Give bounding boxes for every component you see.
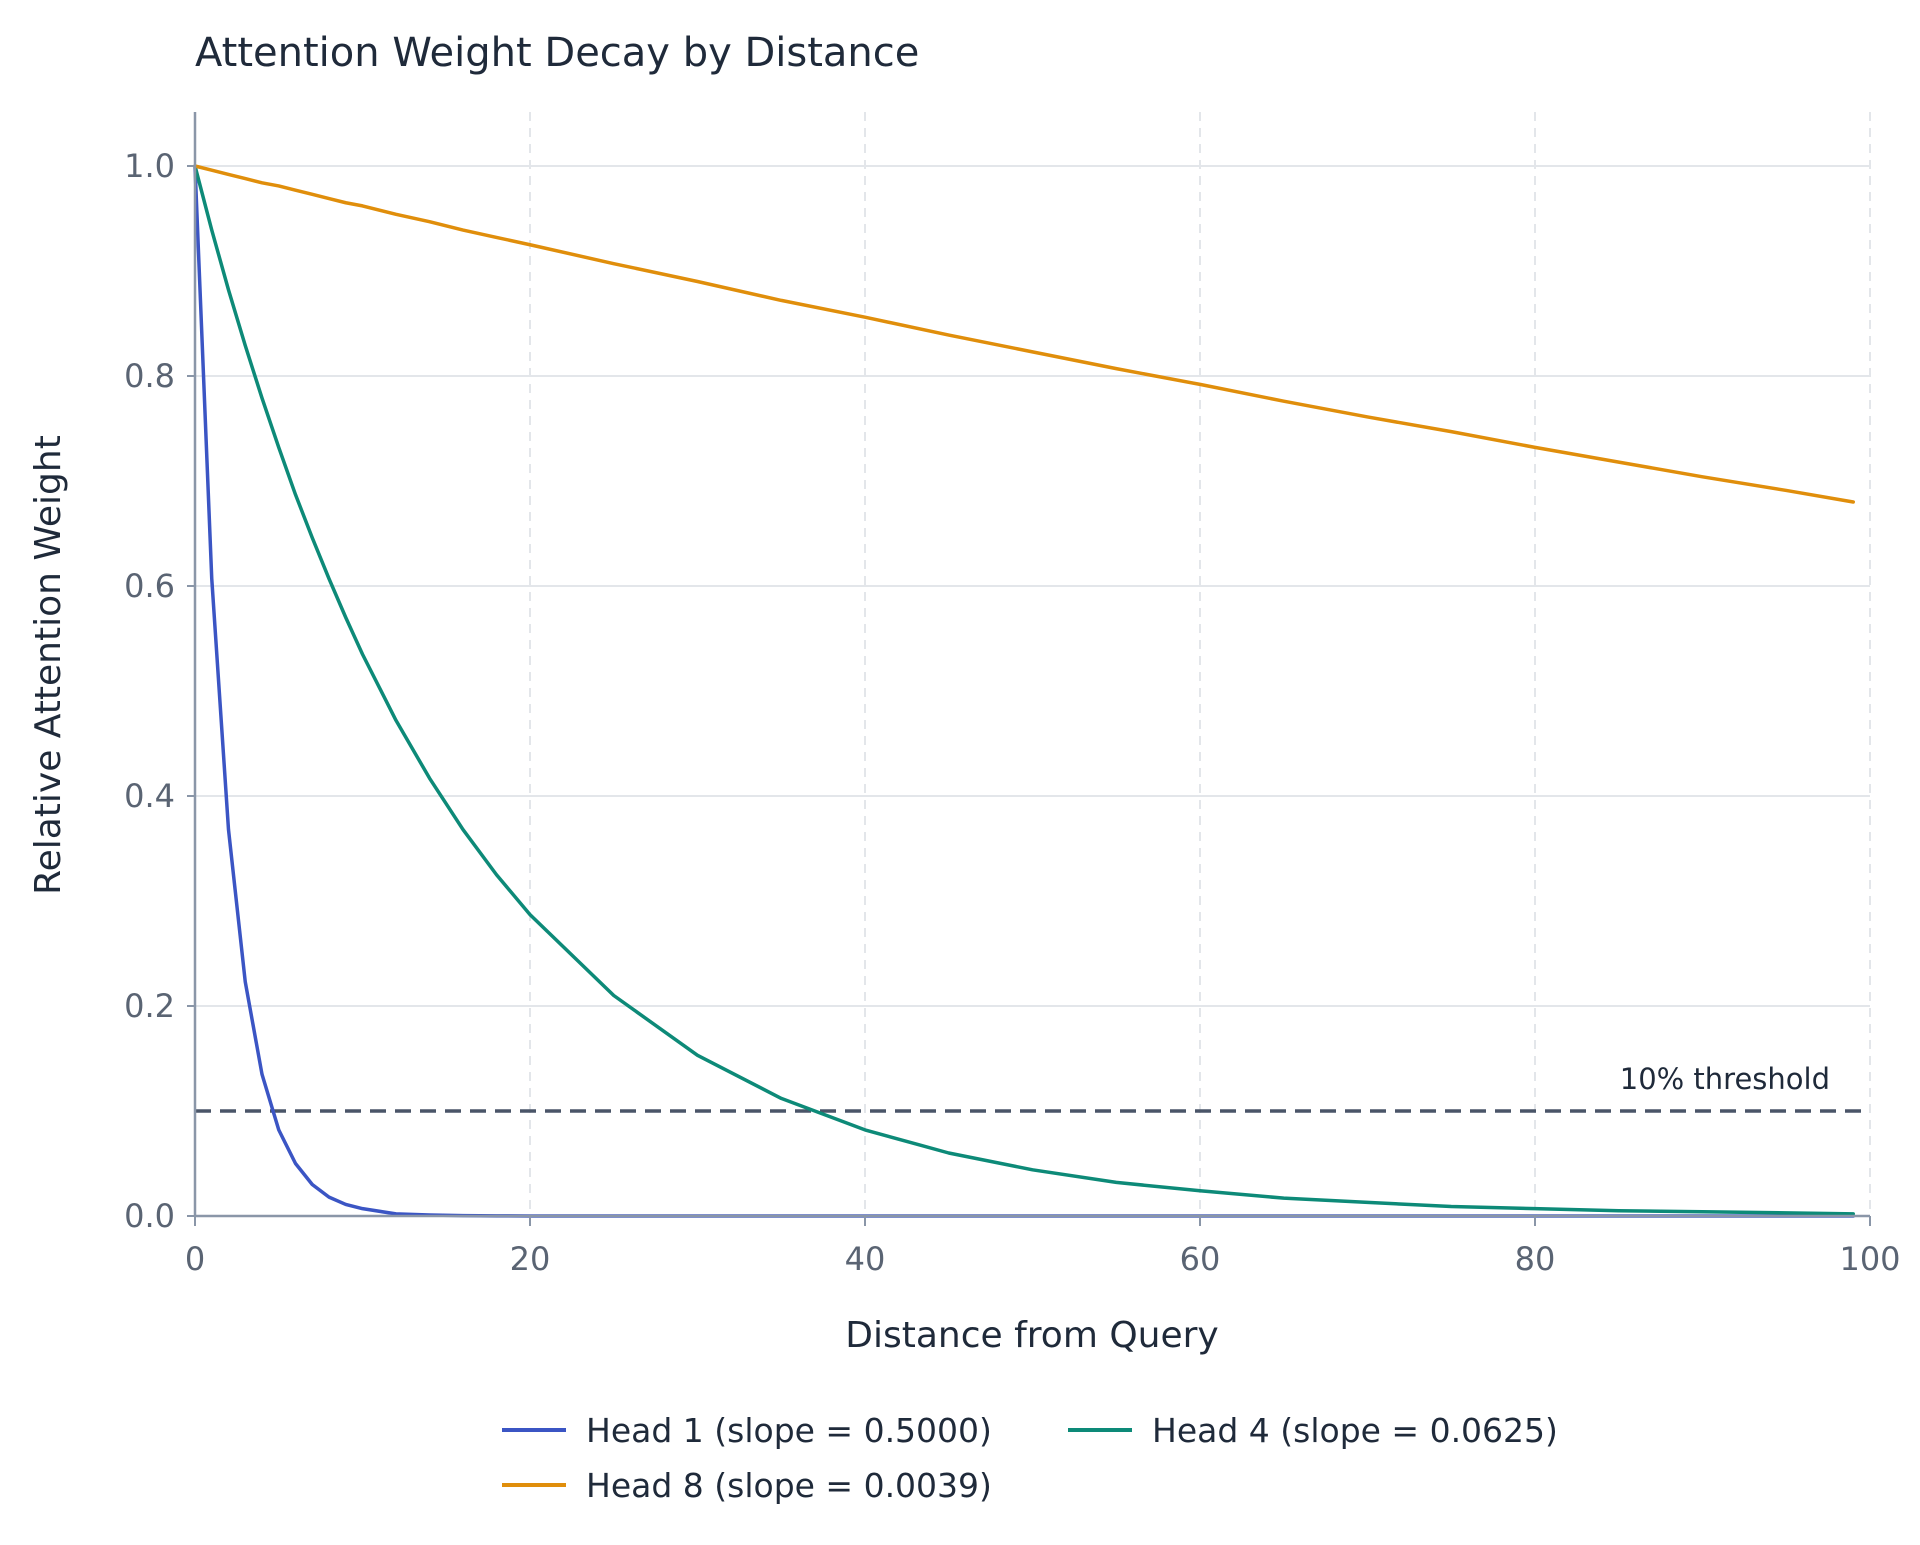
legend-label: Head 8 (slope = 0.0039) xyxy=(586,1466,992,1505)
series-line-1 xyxy=(193,164,1855,1218)
y-axis-label: Relative Attention Weight xyxy=(28,435,69,895)
x-tick-label: 80 xyxy=(1515,1240,1556,1278)
x-tick-label: 100 xyxy=(1839,1240,1900,1278)
series-line-2 xyxy=(193,164,1855,1216)
threshold-group: 10% threshold xyxy=(195,1062,1870,1113)
legend-label: Head 4 (slope = 0.0625) xyxy=(1152,1411,1558,1450)
legend: Head 1 (slope = 0.5000) Head 4 (slope = 0… xyxy=(502,1411,1558,1505)
x-tick-label: 40 xyxy=(845,1240,886,1278)
x-tick-label: 60 xyxy=(1180,1240,1221,1278)
series-group xyxy=(193,164,1855,1218)
y-tick-label: 0.4 xyxy=(124,777,175,815)
chart-title: Attention Weight Decay by Distance xyxy=(195,30,919,76)
y-tick-label: 0.0 xyxy=(124,1197,175,1235)
ticks: 0.0 0.2 0.4 0.6 0.8 1.0 0 20 40 60 80 100 xyxy=(124,147,1900,1278)
axes xyxy=(193,112,1870,1218)
legend-label: Head 1 (slope = 0.5000) xyxy=(586,1411,992,1450)
x-tick-label: 20 xyxy=(510,1240,551,1278)
y-tick-label: 0.6 xyxy=(124,567,175,605)
y-tick-label: 0.8 xyxy=(124,357,175,395)
x-axis-label: Distance from Query xyxy=(845,1315,1218,1356)
grid xyxy=(195,112,1871,1216)
x-tick-label: 0 xyxy=(185,1240,205,1278)
threshold-label: 10% threshold xyxy=(1620,1062,1830,1096)
y-tick-label: 1.0 xyxy=(124,147,175,185)
y-tick-label: 0.2 xyxy=(124,987,175,1025)
series-line-3 xyxy=(193,164,1855,504)
